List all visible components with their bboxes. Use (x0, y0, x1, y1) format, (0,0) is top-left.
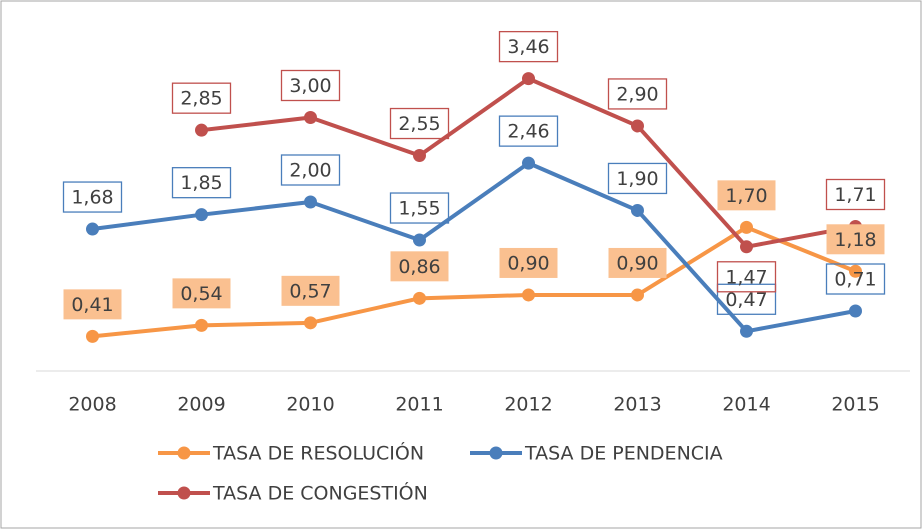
data-label-box (389, 107, 450, 140)
data-label: 0,71 (834, 269, 876, 291)
data-label-box (826, 224, 885, 255)
data-label: 1,70 (725, 185, 767, 207)
data-label: 0,54 (180, 283, 222, 305)
data-label: 0,47 (725, 289, 767, 311)
point (631, 288, 644, 302)
data-label: 1,47 (725, 266, 767, 288)
data-label: 2,00 (289, 160, 331, 182)
data-label-box (172, 278, 231, 309)
data-label-box (825, 178, 886, 211)
point (195, 123, 208, 137)
data-label-box (62, 181, 123, 213)
data-label: 2,46 (507, 121, 549, 143)
data-label: 1,90 (616, 168, 658, 190)
data-label: 2,55 (398, 113, 440, 135)
point (740, 240, 753, 254)
x-tick-label: 2014 (722, 394, 770, 416)
data-label-box (499, 247, 558, 278)
point (413, 149, 426, 163)
point (631, 119, 644, 133)
legend-label: TASA DE RESOLUCIÓN (212, 441, 424, 465)
data-label: 1,18 (834, 229, 876, 251)
data-label-box (280, 69, 341, 102)
data-label: 0,90 (507, 252, 549, 274)
data-label-box (281, 275, 340, 306)
point (413, 291, 426, 305)
point (522, 72, 535, 86)
legend-marker (489, 446, 503, 460)
series-line (92, 225, 857, 339)
series-line (92, 161, 856, 334)
data-label-box (716, 261, 777, 293)
point (304, 195, 317, 209)
point (86, 329, 99, 343)
data-label-box (171, 167, 232, 199)
point (522, 156, 535, 170)
x-tick-label: 2013 (613, 394, 661, 416)
point (195, 208, 208, 222)
data-label: 1,85 (180, 172, 222, 194)
data-label: 0,57 (289, 280, 331, 302)
data-label-box (717, 180, 776, 211)
data-label-box (498, 115, 559, 147)
point (522, 288, 535, 302)
data-label: 3,46 (507, 36, 549, 58)
x-tick-label: 2012 (504, 394, 552, 416)
x-tick-label: 2008 (68, 394, 116, 416)
data-label-box (171, 82, 232, 114)
x-tick-label: 2011 (395, 394, 443, 416)
data-label: 1,55 (398, 198, 440, 220)
point (849, 264, 862, 278)
x-tick-label: 2009 (177, 394, 225, 416)
point (740, 220, 753, 234)
data-label-box (607, 162, 668, 195)
legend-label: TASA DE PENDENCIA (524, 443, 723, 465)
data-label-box (607, 78, 668, 110)
legend-marker (177, 486, 191, 500)
x-tick-label: 2015 (831, 394, 879, 416)
legend-label: TASA DE CONGESTIÓN (212, 481, 428, 505)
data-label: 0,90 (616, 252, 658, 274)
data-label: 3,00 (289, 75, 331, 97)
data-label: 0,41 (71, 294, 113, 316)
legend-marker (177, 446, 191, 460)
data-label: 1,71 (834, 184, 876, 206)
point (631, 203, 644, 217)
data-label: 1,68 (71, 187, 113, 209)
data-label-box (498, 30, 559, 63)
x-tick-label: 2010 (286, 394, 334, 416)
point (413, 233, 426, 247)
point (849, 304, 862, 318)
point (195, 318, 208, 332)
point (304, 111, 317, 124)
point (86, 222, 99, 236)
data-label-box (825, 263, 886, 295)
data-label-box (280, 154, 341, 186)
point (740, 324, 753, 338)
data-label-box (716, 283, 777, 315)
data-label: 2,85 (180, 88, 222, 110)
data-label-box (390, 251, 449, 282)
data-label: 0,86 (398, 256, 440, 278)
data-label: 2,90 (616, 83, 658, 105)
data-label-box (389, 192, 450, 224)
data-label-box (63, 289, 122, 320)
point (304, 316, 317, 330)
data-label-box (608, 247, 667, 278)
